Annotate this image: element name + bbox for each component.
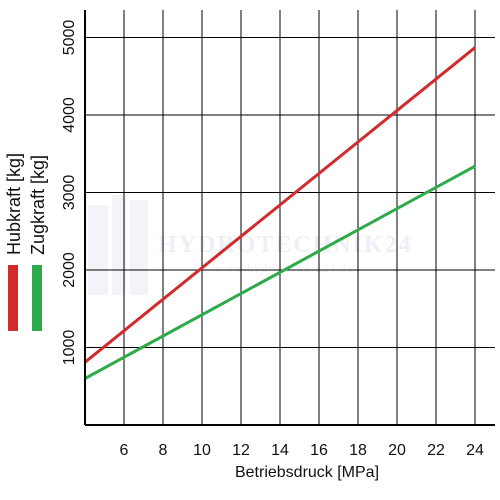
y-tick-labels: 1000 2000 3000 4000 5000 (61, 20, 78, 366)
x-tick-label: 6 (120, 442, 129, 459)
x-tick-label: 8 (159, 442, 168, 459)
x-tick-label: 10 (193, 442, 211, 459)
x-axis-title: Betriebsdruck [MPa] (235, 464, 379, 481)
watermark-text: HYDROTECHNIK24 (158, 232, 413, 258)
x-tick-label: 16 (310, 442, 328, 459)
watermark: HYDROTECHNIK24 www.hydrotechnik24.de (88, 195, 413, 295)
x-tick-label: 12 (232, 442, 250, 459)
legend-label: Hubkraft [kg] (4, 153, 24, 255)
x-tick-label: 14 (271, 442, 289, 459)
legend-swatch (8, 265, 18, 331)
x-tick-labels: 6 8 10 12 14 16 18 20 22 24 (120, 442, 484, 459)
axes (84, 10, 495, 426)
y-tick-label: 1000 (61, 330, 78, 366)
y-tick-label: 2000 (61, 252, 78, 288)
grid (85, 10, 495, 425)
legend-swatch (32, 265, 42, 331)
legend: Hubkraft [kg] Zugkraft [kg] (4, 153, 48, 331)
series-line (84, 164, 476, 380)
watermark-logo-block (88, 205, 108, 295)
watermark-logo-block (130, 200, 148, 295)
x-tick-label: 18 (349, 442, 367, 459)
series-layer (84, 46, 476, 380)
y-tick-label: 5000 (61, 20, 78, 56)
watermark-subtext: www.hydrotechnik24.de (215, 261, 354, 275)
legend-label: Zugkraft [kg] (28, 155, 48, 255)
x-tick-label: 24 (466, 442, 484, 459)
y-tick-label: 3000 (61, 175, 78, 211)
x-tick-label: 20 (388, 442, 406, 459)
y-tick-label: 4000 (61, 97, 78, 133)
series-line (84, 46, 476, 364)
x-tick-label: 22 (427, 442, 445, 459)
